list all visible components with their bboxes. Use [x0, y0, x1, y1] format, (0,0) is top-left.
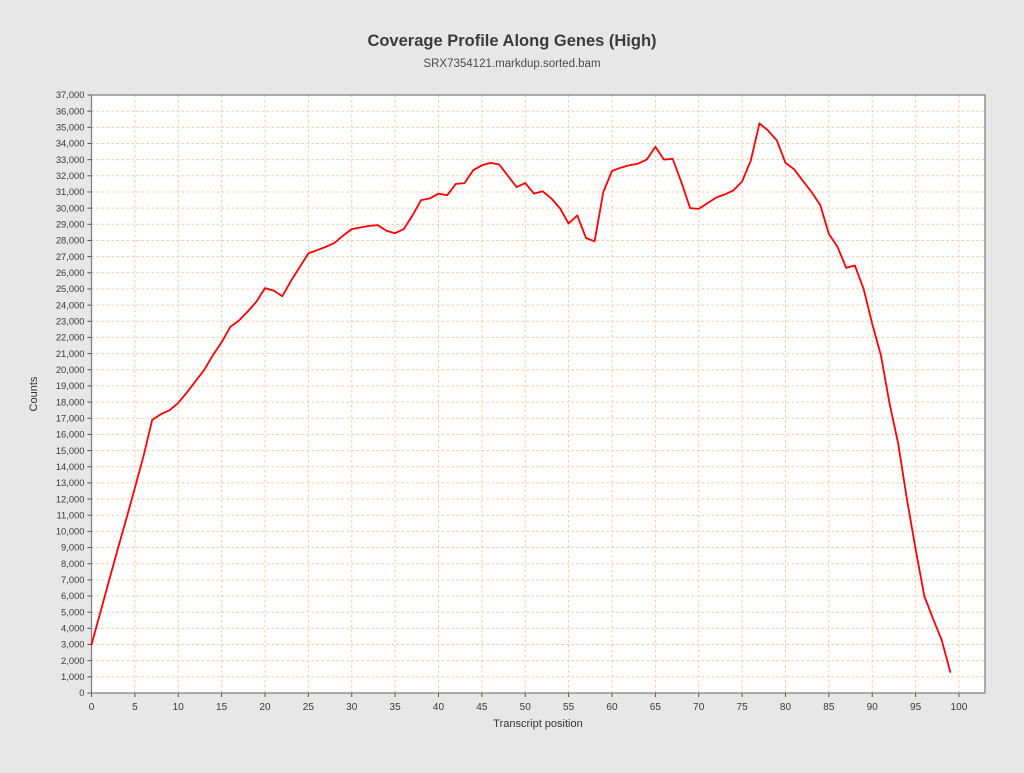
- y-tick-label: 13,000: [56, 477, 85, 488]
- x-tick-label: 10: [173, 702, 185, 713]
- x-tick-label: 50: [520, 702, 532, 713]
- x-tick-label: 90: [867, 702, 879, 713]
- y-tick-label: 22,000: [56, 332, 85, 343]
- y-tick-label: 23,000: [56, 315, 85, 326]
- x-tick-label: 0: [89, 702, 95, 713]
- y-tick-label: 26,000: [56, 267, 85, 278]
- plot-border: [90, 94, 986, 694]
- x-tick-label: 60: [606, 702, 618, 713]
- x-tick-label: 35: [390, 702, 402, 713]
- x-tick-label: 20: [259, 702, 271, 713]
- y-tick-label: 1,000: [61, 671, 84, 682]
- y-tick-label: 34,000: [56, 138, 85, 149]
- y-tick-label: 16,000: [56, 429, 85, 440]
- x-tick-label: 5: [132, 702, 138, 713]
- y-tick-label: 19,000: [56, 380, 85, 391]
- plot-background: [91, 95, 985, 693]
- y-tick-label: 9,000: [61, 542, 84, 553]
- x-tick-label: 75: [737, 702, 749, 713]
- y-tick-label: 29,000: [56, 218, 85, 229]
- x-tick-label: 95: [910, 702, 922, 713]
- y-tick-label: 21,000: [56, 348, 85, 359]
- coverage-line: [90, 122, 952, 673]
- y-tick-label: 7,000: [61, 574, 84, 585]
- chart-title: Coverage Profile Along Genes (High): [367, 32, 656, 50]
- y-tick-label: 30,000: [56, 202, 85, 213]
- y-tick-label: 3,000: [61, 639, 84, 650]
- y-tick-label: 6,000: [61, 590, 84, 601]
- x-axis-title: Transcript position: [493, 718, 582, 730]
- y-tick-label: 17,000: [56, 412, 85, 423]
- x-tick-label: 70: [693, 702, 705, 713]
- y-tick-label: 5,000: [61, 606, 84, 617]
- x-tick-label: 65: [650, 702, 662, 713]
- y-tick-label: 36,000: [56, 105, 85, 116]
- y-tick-label: 25,000: [56, 283, 85, 294]
- x-tick-label: 55: [563, 702, 575, 713]
- x-tick-label: 45: [476, 702, 488, 713]
- y-tick-label: 2,000: [61, 655, 84, 666]
- y-axis-title: Counts: [28, 376, 40, 411]
- x-tick-label: 100: [951, 702, 968, 713]
- x-tick-label: 25: [303, 702, 315, 713]
- y-tick-label: 12,000: [56, 493, 85, 504]
- y-tick-label: 8,000: [61, 558, 84, 569]
- y-tick-label: 0: [79, 687, 84, 698]
- y-tick-label: 20,000: [56, 364, 85, 375]
- y-tick-label: 18,000: [56, 396, 85, 407]
- x-tick-label: 15: [216, 702, 228, 713]
- y-tick-label: 4,000: [61, 623, 84, 634]
- y-tick-label: 11,000: [57, 509, 85, 520]
- y-tick-label: 24,000: [56, 299, 85, 310]
- plot-area: 0 1,000 2,000 3,000 4,000 5,000 6,000 7,000 8,00…: [56, 89, 986, 713]
- y-tick-label: 37,000: [56, 89, 85, 100]
- y-tick-label: 32,000: [56, 170, 85, 181]
- y-tick-label: 31,000: [56, 186, 85, 197]
- y-tick-label: 15,000: [56, 445, 85, 456]
- x-tick-label: 30: [346, 702, 358, 713]
- x-tick-label: 80: [780, 702, 792, 713]
- y-tick-label: 35,000: [56, 122, 85, 133]
- x-tick-label: 40: [433, 702, 445, 713]
- x-tick-label: 85: [823, 702, 835, 713]
- chart-subtitle: SRX7354121.markdup.sorted.bam: [423, 58, 600, 70]
- y-tick-label: 33,000: [56, 154, 85, 165]
- y-tick-label: 10,000: [56, 526, 85, 537]
- y-tick-label: 27,000: [56, 251, 85, 262]
- y-tick-label: 14,000: [56, 461, 85, 472]
- y-tick-label: 28,000: [56, 235, 85, 246]
